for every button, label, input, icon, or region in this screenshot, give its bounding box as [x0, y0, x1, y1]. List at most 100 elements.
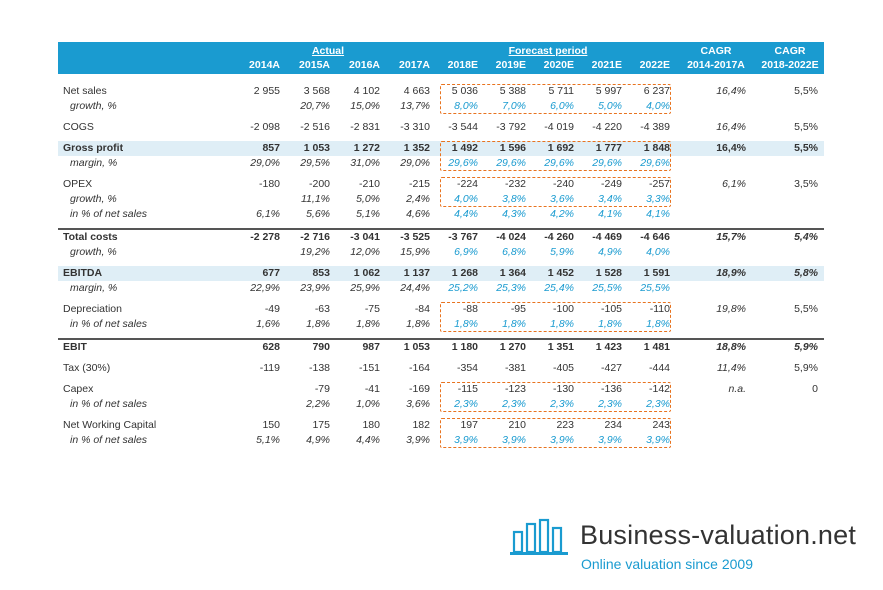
table-cell: 3,9% — [454, 434, 478, 446]
table-cell: 2,2% — [306, 398, 330, 410]
table-cell: -4 646 — [640, 231, 670, 243]
table-cell: 1,8% — [306, 318, 330, 330]
row-label: Capex — [63, 383, 94, 395]
table-cell: 2,3% — [454, 398, 478, 410]
table-cell: 1,6% — [256, 318, 280, 330]
table-cell: -95 — [510, 303, 526, 315]
table-cell: 29,6% — [448, 157, 478, 169]
table-cell: 4,9% — [306, 434, 330, 446]
row-label: in % of net sales — [70, 434, 148, 446]
row-label: EBIT — [63, 341, 87, 353]
table-cell: -3 792 — [496, 121, 526, 133]
row-label: Total costs — [63, 231, 118, 243]
table-cell: 3,8% — [502, 193, 526, 205]
table-cell: 8,0% — [454, 100, 478, 112]
table-cell: 4,1% — [598, 208, 622, 220]
cagr-actual-cell: n.a. — [728, 383, 746, 395]
table-row: margin, % 22,9% 23,9% 25,9% 24,4% 25,2% 25,3% 2… — [58, 281, 824, 296]
table-cell: -4 220 — [592, 121, 622, 133]
table-cell: 25,4% — [544, 282, 574, 294]
table-cell: 4,6% — [406, 208, 430, 220]
business-valuation-logo: Business-valuation.net Online valuation … — [508, 518, 856, 572]
table-cell: -142 — [648, 383, 670, 395]
table-cell: 4,9% — [598, 246, 622, 258]
table-cell: 15,0% — [350, 100, 380, 112]
table-cell: 29,6% — [640, 157, 670, 169]
table-cell: 1 692 — [547, 142, 574, 154]
table-cell: -119 — [259, 362, 280, 374]
assumption-box — [440, 418, 671, 448]
table-cell: -84 — [414, 303, 430, 315]
table-cell: 1 596 — [499, 142, 526, 154]
table-row: in % of net sales 2,2% 1,0% 3,6% 2,3% 2,3% 2,3… — [58, 397, 824, 412]
table-cell: -444 — [648, 362, 670, 374]
table-cell: 6,8% — [502, 246, 526, 258]
table-cell: 3,6% — [406, 398, 430, 410]
row-label: Net sales — [63, 85, 107, 97]
row-label: growth, % — [70, 100, 117, 112]
table-cell: -4 260 — [544, 231, 574, 243]
table-row: growth, % 20,7% 15,0% 13,7% 8,0% 7,0% 6,0% 5,0%… — [58, 99, 824, 114]
table-cell: 4,4% — [356, 434, 380, 446]
table-cell: -240 — [552, 178, 574, 190]
table-cell: -63 — [314, 303, 330, 315]
table-cell: -3 041 — [350, 231, 380, 243]
row-label: Depreciation — [63, 303, 122, 315]
year-header: 2014A — [249, 59, 280, 71]
table-cell: 25,5% — [640, 282, 670, 294]
table-cell: 5,0% — [356, 193, 380, 205]
cagr-forecast-cell: 5,9% — [794, 362, 818, 374]
table-cell: 29,6% — [592, 157, 622, 169]
table-cell: -115 — [457, 383, 478, 395]
table-row: growth, % 11,1% 5,0% 2,4% 4,0% 3,8% 3,6% 3,4% 3,… — [58, 192, 824, 207]
table-cell: 223 — [556, 419, 574, 431]
cagr-actual-cell: 15,7% — [716, 231, 746, 243]
bar-chart-logo-icon — [510, 518, 568, 555]
table-row: Gross profit 857 1 053 1 272 1 352 1 492 1 596… — [58, 141, 824, 156]
table-cell: 6,1% — [256, 208, 280, 220]
table-cell: -2 516 — [300, 121, 330, 133]
table-cell: 6 237 — [643, 85, 670, 97]
row-label: in % of net sales — [70, 398, 148, 410]
table-cell: 175 — [312, 419, 330, 431]
table-cell: -169 — [408, 383, 430, 395]
table-cell: 2,3% — [598, 398, 622, 410]
table-cell: 1 053 — [303, 142, 330, 154]
table-cell: 5,9% — [550, 246, 574, 258]
table-row: Depreciation -49 -63 -75 -84 -88 -95 -100 -105 -1… — [58, 302, 824, 317]
table-cell: 29,5% — [300, 157, 330, 169]
table-cell: 4,0% — [646, 246, 670, 258]
table-cell: 1 528 — [595, 267, 622, 279]
row-label: Gross profit — [63, 142, 124, 154]
table-cell: -3 310 — [400, 121, 430, 133]
year-header: 2018E — [447, 59, 478, 71]
table-cell: 1,8% — [356, 318, 380, 330]
table-cell: 2,4% — [406, 193, 430, 205]
row-label: margin, % — [70, 282, 118, 294]
row-label: Tax (30%) — [63, 362, 111, 374]
row-label: in % of net sales — [70, 318, 148, 330]
table-cell: 4 663 — [403, 85, 430, 97]
table-cell: -427 — [600, 362, 622, 374]
table-cell: 5,1% — [256, 434, 280, 446]
table-cell: 29,6% — [496, 157, 526, 169]
table-cell: 5,6% — [306, 208, 330, 220]
row-label: growth, % — [70, 246, 117, 258]
table-row: COGS -2 098 -2 516 -2 831 -3 310 -3 544 -3 792… — [58, 120, 824, 135]
logo-title: Business-valuation.net — [580, 520, 857, 550]
table-row: EBIT 628 790 987 1 053 1 180 1 270 1 351 1 423 1 … — [58, 338, 824, 355]
table-cell: 3,9% — [406, 434, 430, 446]
table-cell: -49 — [264, 303, 280, 315]
row-label: OPEX — [63, 178, 93, 190]
table-cell: -3 544 — [448, 121, 478, 133]
assumption-box — [440, 141, 671, 171]
table-cell: 243 — [652, 419, 670, 431]
table-cell: 25,9% — [350, 282, 380, 294]
assumption-box — [440, 382, 671, 412]
table-cell: -138 — [308, 362, 330, 374]
table-cell: 4,2% — [550, 208, 574, 220]
table-cell: 210 — [508, 419, 526, 431]
year-header: 2020E — [543, 59, 574, 71]
table-cell: 4,4% — [454, 208, 478, 220]
table-cell: -2 716 — [300, 231, 330, 243]
